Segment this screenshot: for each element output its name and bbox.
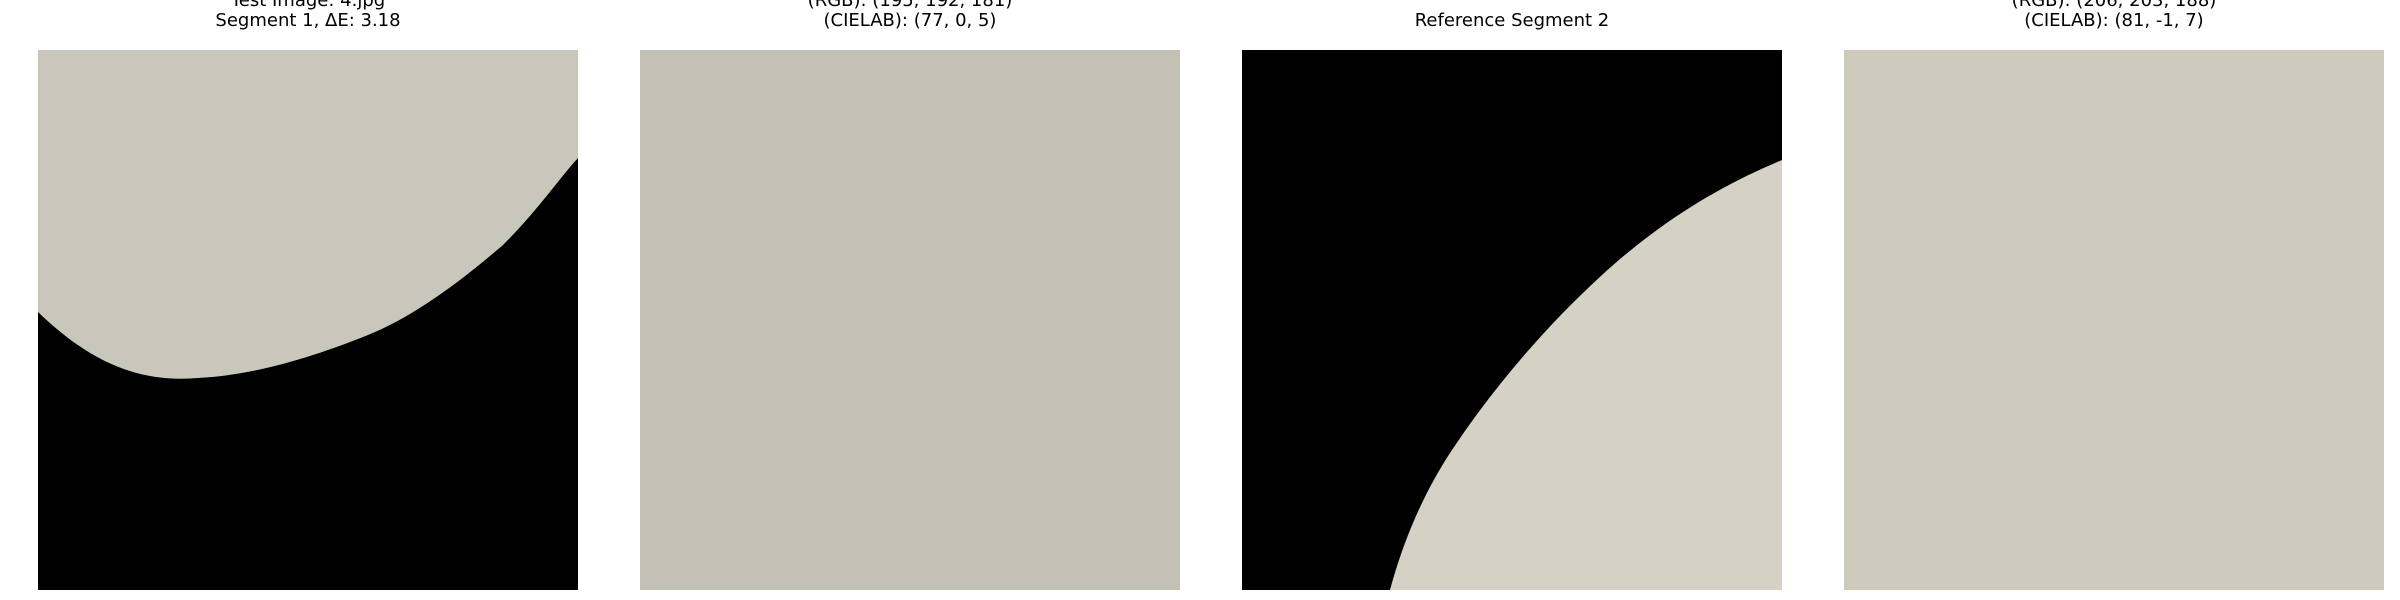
test-image-segment — [38, 50, 578, 590]
reference-color-title: (RGB): (206, 203, 188) (CIELAB): (81, -1… — [1844, 0, 2384, 31]
reference-image-title: Reference Segment 2 — [1242, 0, 1782, 31]
reference-color-swatch — [1844, 50, 2384, 590]
test-image-title-line-1: Test Image: 4.jpg — [230, 0, 386, 11]
test-color-panel: (RGB): (195, 192, 181) (CIELAB): (77, 0,… — [640, 0, 1180, 600]
test-image-segment-region — [38, 50, 578, 379]
reference-color-cielab-label: (CIELAB): (81, -1, 7) — [2024, 10, 2204, 31]
test-color-swatch — [640, 50, 1180, 590]
reference-image-panel: Reference Segment 2 — [1242, 0, 1782, 600]
test-color-rgb-label: (RGB): (195, 192, 181) — [807, 0, 1013, 11]
test-image-mask — [38, 50, 578, 590]
test-image-title: Test Image: 4.jpg Segment 1, ΔE: 3.18 — [38, 0, 578, 31]
reference-color-rgb-label: (RGB): (206, 203, 188) — [2011, 0, 2217, 11]
test-image-title-line-2: Segment 1, ΔE: 3.18 — [215, 10, 401, 31]
test-image-panel: Test Image: 4.jpg Segment 1, ΔE: 3.18 — [38, 0, 578, 600]
reference-image-segment-region — [1390, 160, 1782, 590]
test-color-cielab-label: (CIELAB): (77, 0, 5) — [823, 10, 997, 31]
reference-image-title-line-2: Reference Segment 2 — [1414, 10, 1610, 31]
reference-color-swatch-frame — [1844, 50, 2384, 590]
test-color-title: (RGB): (195, 192, 181) (CIELAB): (77, 0,… — [640, 0, 1180, 31]
reference-image-segment — [1242, 50, 1782, 590]
reference-color-panel: (RGB): (206, 203, 188) (CIELAB): (81, -1… — [1844, 0, 2384, 600]
test-color-swatch-frame — [640, 50, 1180, 590]
reference-image-mask — [1242, 50, 1782, 590]
